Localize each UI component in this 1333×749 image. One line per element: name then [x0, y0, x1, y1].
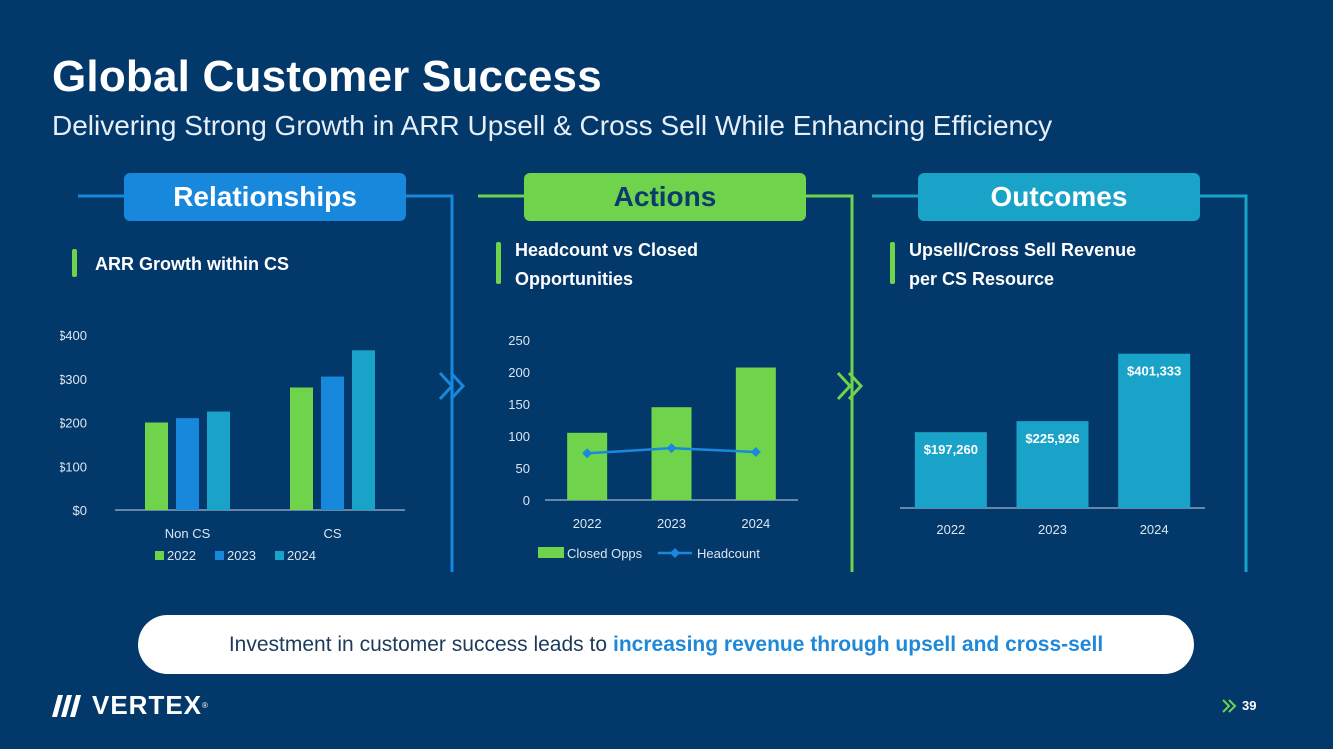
- section-accent-bar: [496, 242, 501, 284]
- headcount-point: [750, 447, 761, 457]
- x-tick-label: Non CS: [165, 526, 211, 541]
- outcomes-label: Upsell/Cross Sell Revenue per CS Resourc…: [909, 236, 1136, 294]
- x-tick-label: 2023: [657, 516, 686, 531]
- logo-registered-mark: ®: [202, 701, 208, 710]
- logo-text: VERTEX: [92, 690, 203, 720]
- legend-swatch: [215, 551, 224, 560]
- headcount-chart: 0 50 100 150 200 250 2022 2023 2024 Closed Opps He…: [508, 333, 798, 561]
- x-tick-label: 2022: [936, 522, 965, 537]
- page-subtitle: Delivering Strong Growth in ARR Upsell &…: [52, 110, 1053, 141]
- actions-label: Headcount vs Closed Opportunities: [515, 236, 698, 294]
- x-tick-label: 2022: [573, 516, 602, 531]
- legend-marker: [670, 548, 680, 558]
- y-tick-label: 200: [508, 365, 530, 380]
- data-label: $197,260: [924, 442, 978, 457]
- vertex-logo: VERTEX ®: [52, 690, 208, 721]
- bar-2022-cs: [290, 387, 313, 510]
- vertex-logo-icon: [52, 694, 81, 717]
- y-tick-label: $300: [60, 372, 87, 387]
- x-tick-label: CS: [323, 526, 341, 541]
- y-tick-label: $0: [73, 503, 87, 518]
- relationships-header: Relationships: [124, 173, 406, 221]
- page-number: 39: [1222, 698, 1256, 713]
- y-tick-label: 0: [523, 493, 530, 508]
- bar-closed-opps-2024: [735, 367, 776, 500]
- callout-banner: Investment in customer success leads to …: [138, 615, 1194, 674]
- callout-highlight: increasing revenue through upsell and cr…: [613, 632, 1104, 656]
- bar-2023-non-cs: [176, 418, 199, 510]
- y-tick-label: 150: [508, 397, 530, 412]
- y-tick-label: $400: [60, 328, 87, 343]
- outcomes-label-line2: per CS Resource: [909, 269, 1055, 289]
- bar-revenue-2024: [1118, 353, 1191, 508]
- arr-growth-chart: $0 $100 $200 $300 $400 Non CS CS 2022 2023 2024: [60, 328, 405, 563]
- y-tick-label: $100: [60, 459, 87, 474]
- legend-label: Headcount: [697, 546, 760, 561]
- actions-label-line2: Opportunities: [515, 269, 633, 289]
- x-tick-label: 2024: [1140, 522, 1169, 537]
- headcount-point: [666, 443, 677, 454]
- headcount-point: [582, 448, 593, 459]
- bar-revenue-2023: [1016, 421, 1089, 508]
- page-number-value: 39: [1242, 698, 1257, 713]
- chevron-right-icon: [1222, 698, 1237, 713]
- x-tick-label: 2023: [1038, 522, 1067, 537]
- y-tick-label: 100: [508, 429, 530, 444]
- section-accent-bar: [72, 249, 77, 277]
- callout-text: Investment in customer success leads to: [228, 632, 608, 656]
- y-tick-label: $200: [60, 416, 87, 431]
- bar-2024-non-cs: [207, 411, 230, 510]
- page-title: Global Customer Success: [52, 52, 602, 101]
- bar-revenue-2022: [914, 432, 987, 508]
- legend-label: 2024: [287, 548, 316, 563]
- section-accent-bar: [890, 242, 895, 284]
- upsell-revenue-chart: $197,260 2022 $225,926 2023 $401,333 2024: [900, 353, 1205, 537]
- outcomes-header: Outcomes: [918, 173, 1200, 221]
- data-label: $401,333: [1127, 364, 1181, 379]
- legend-swatch: [275, 551, 284, 560]
- actions-label-line1: Headcount vs Closed: [515, 240, 699, 260]
- data-label: $225,926: [1025, 431, 1079, 446]
- bar-2024-cs: [352, 350, 375, 510]
- legend-label: 2022: [167, 548, 196, 563]
- y-tick-label: 50: [516, 461, 530, 476]
- bar-2022-non-cs: [145, 422, 168, 510]
- legend-swatch: [155, 551, 164, 560]
- y-tick-label: 250: [508, 333, 530, 348]
- bar-closed-opps-2022: [567, 432, 608, 500]
- x-tick-label: 2024: [741, 516, 770, 531]
- actions-header: Actions: [524, 173, 806, 221]
- outcomes-label-line1: Upsell/Cross Sell Revenue: [909, 240, 1137, 260]
- legend-label: 2023: [227, 548, 256, 563]
- chevron-right-icon: [438, 371, 466, 401]
- legend-swatch: [538, 547, 564, 558]
- legend-label: Closed Opps: [567, 546, 643, 561]
- bar-2023-cs: [321, 376, 344, 510]
- relationships-label: ARR Growth within CS: [95, 254, 289, 274]
- chevron-right-icon: [836, 371, 864, 401]
- bar-closed-opps-2023: [651, 407, 692, 500]
